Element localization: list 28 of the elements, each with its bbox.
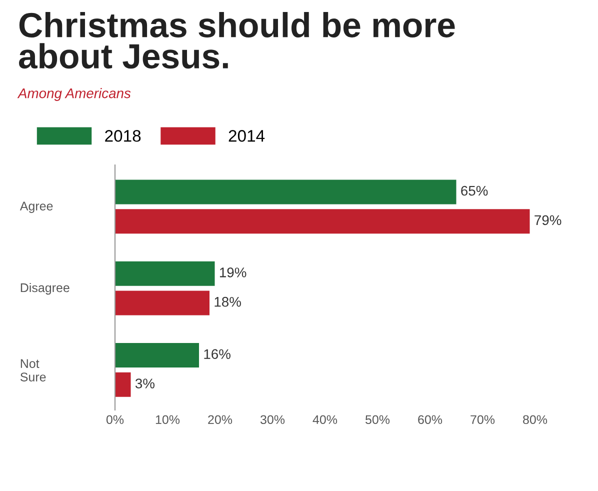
y-tick-label: Disagree xyxy=(20,282,70,295)
bar xyxy=(115,180,456,204)
x-tick-label: 0% xyxy=(106,415,124,424)
bar xyxy=(115,290,210,316)
legend-label: 2018 xyxy=(105,130,141,142)
x-tick-label: 50% xyxy=(365,415,390,424)
x-tick-label: 40% xyxy=(312,415,338,424)
data-label: 79% xyxy=(534,215,562,226)
x-tick-label: 20% xyxy=(208,415,232,424)
legend-label: 2014 xyxy=(228,130,265,142)
x-tick-label: 30% xyxy=(260,415,285,424)
chart-subtitle: Among Americans xyxy=(17,88,131,101)
bar xyxy=(115,261,215,286)
y-tick-label: Not Sure xyxy=(20,359,46,382)
chart-title: Christmas should be more about Jesus. xyxy=(19,12,455,69)
bar xyxy=(115,343,199,368)
x-tick-label: 80% xyxy=(523,415,548,424)
data-label: 16% xyxy=(204,349,230,360)
data-label: 19% xyxy=(220,268,246,278)
y-tick-label: Agree xyxy=(20,202,53,213)
x-tick-label: 10% xyxy=(156,415,180,424)
data-label: 18% xyxy=(214,296,241,307)
data-label: 65% xyxy=(461,186,488,196)
x-tick-label: 70% xyxy=(470,415,495,424)
bar xyxy=(115,209,530,234)
x-tick-label: 60% xyxy=(418,415,442,424)
bar xyxy=(115,372,131,397)
data-label: 3% xyxy=(135,378,154,388)
